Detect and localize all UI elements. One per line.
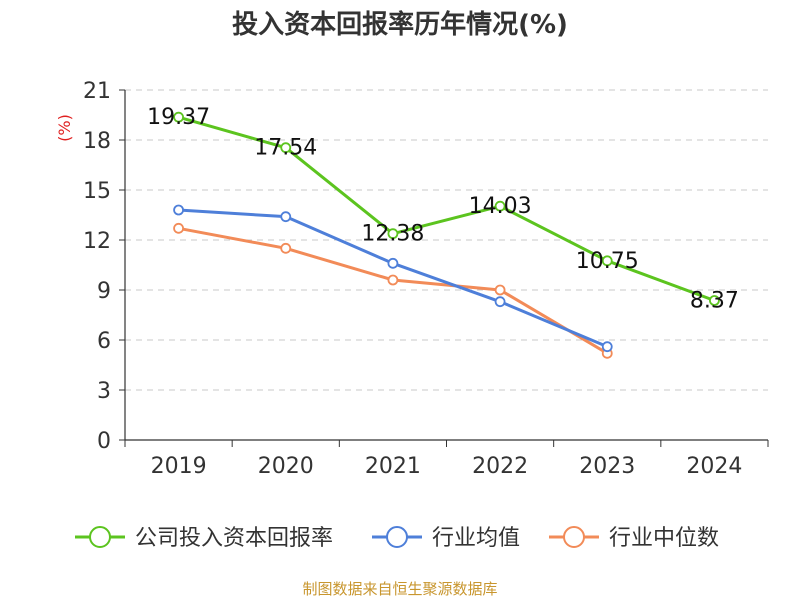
legend-label: 行业中位数 bbox=[609, 526, 719, 551]
data-point bbox=[280, 242, 292, 254]
data-point bbox=[601, 255, 613, 267]
x-tick-label: 2021 bbox=[365, 454, 421, 479]
y-tick-label: 21 bbox=[83, 79, 111, 104]
data-point bbox=[387, 228, 399, 240]
y-axis-unit: (%) bbox=[55, 114, 74, 142]
data-point bbox=[173, 222, 184, 234]
series-line bbox=[178, 226, 609, 355]
data-point bbox=[173, 111, 184, 123]
y-tick-label: 18 bbox=[83, 129, 111, 154]
source-note: 制图数据来自恒生聚源数据库 bbox=[302, 580, 498, 598]
data-point bbox=[387, 257, 399, 269]
data-point bbox=[387, 274, 399, 286]
data-point bbox=[494, 200, 506, 212]
legend-marker bbox=[89, 526, 111, 548]
legend-item[interactable]: 行业中位数 bbox=[549, 526, 719, 551]
grid-lines bbox=[125, 89, 768, 391]
x-tick-label: 2024 bbox=[686, 454, 742, 479]
x-tick-label: 2023 bbox=[579, 454, 635, 479]
legend-label: 行业均值 bbox=[432, 526, 520, 551]
data-label: 14.03 bbox=[469, 194, 532, 219]
x-tick-label: 2020 bbox=[258, 454, 314, 479]
y-tick-label: 9 bbox=[97, 279, 111, 304]
chart-title: 投入资本回报率历年情况(%) bbox=[232, 10, 568, 40]
x-tick-label: 2022 bbox=[472, 454, 528, 479]
data-label: 10.75 bbox=[576, 249, 639, 274]
y-tick-label: 12 bbox=[83, 229, 111, 254]
legend-label: 公司投入资本回报率 bbox=[135, 526, 333, 551]
y-tick-label: 3 bbox=[97, 379, 111, 404]
legend-item[interactable]: 行业均值 bbox=[372, 526, 520, 551]
y-tick-label: 0 bbox=[97, 429, 111, 454]
legend-marker bbox=[563, 526, 585, 548]
data-label: 19.37 bbox=[147, 105, 210, 130]
data-point bbox=[494, 284, 506, 296]
data-point bbox=[280, 211, 292, 223]
data-labels: 19.37 17.54 12.38 14.03 10.75 8.37 bbox=[147, 105, 739, 313]
data-point bbox=[709, 295, 720, 306]
data-point bbox=[173, 204, 184, 216]
series-line bbox=[178, 115, 715, 302]
data-label: 12.38 bbox=[361, 222, 424, 247]
legend[interactable]: 公司投入资本回报率 行业均值 行业中位数 bbox=[75, 526, 719, 551]
legend-item[interactable]: 公司投入资本回报率 bbox=[75, 526, 333, 551]
series-lines bbox=[173, 111, 720, 359]
axes: 0 3 6 9 12 15 18 21 2019 2020 2021 2022 2023 2024 (%) bbox=[55, 79, 769, 479]
y-tick-label: 6 bbox=[97, 329, 111, 354]
x-tick-label: 2019 bbox=[151, 454, 207, 479]
y-tick-label: 15 bbox=[83, 179, 111, 204]
data-point bbox=[601, 341, 613, 353]
data-point bbox=[280, 142, 292, 154]
data-label: 17.54 bbox=[254, 136, 317, 161]
legend-marker bbox=[386, 526, 408, 548]
data-point bbox=[494, 296, 506, 308]
data-label: 8.37 bbox=[690, 289, 739, 314]
